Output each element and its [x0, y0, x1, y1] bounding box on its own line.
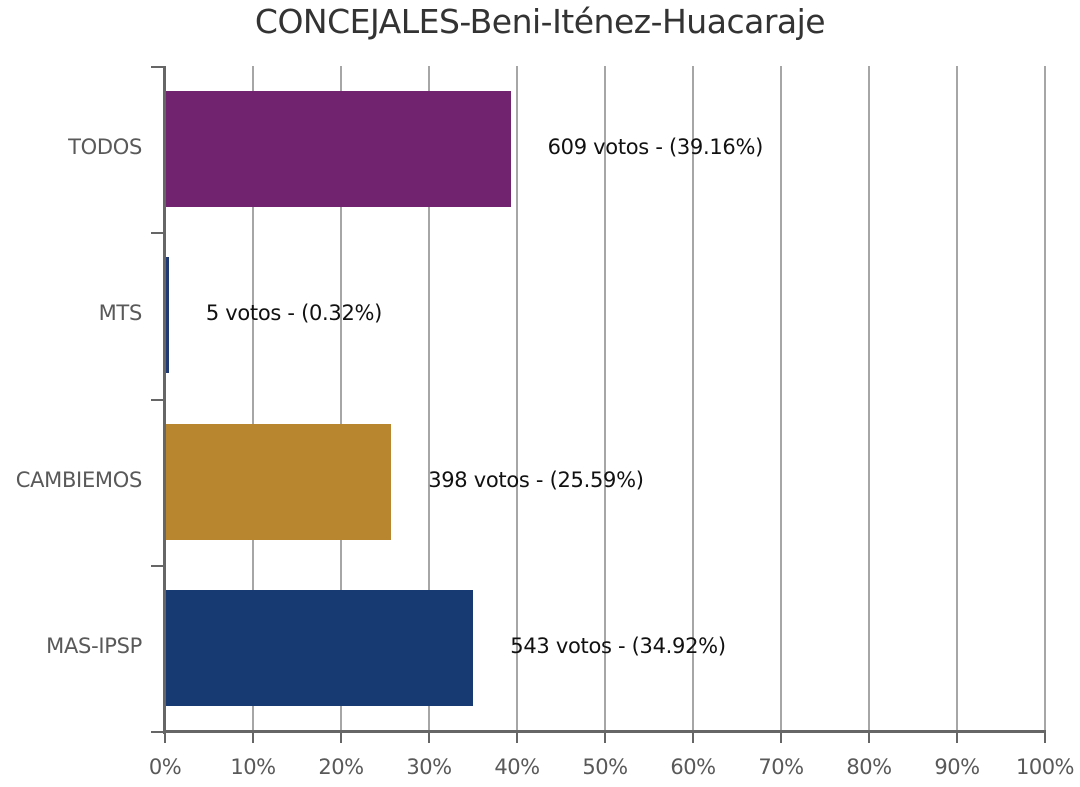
y-category-label: MAS-IPSP: [46, 633, 142, 658]
y-tick: [151, 232, 164, 235]
y-category-label: TODOS: [68, 135, 142, 160]
gridline: [1044, 66, 1046, 731]
x-tick-label: 50%: [582, 755, 628, 779]
bar-cambiemos[interactable]: [166, 423, 392, 540]
x-tick-label: 30%: [406, 755, 452, 779]
bar-todos[interactable]: [166, 91, 511, 208]
x-tick: [692, 733, 694, 743]
x-tick: [956, 733, 958, 743]
chart-title: CONCEJALES-Beni-Iténez-Huacaraje: [254, 2, 826, 41]
y-category-label: CAMBIEMOS: [15, 467, 143, 492]
gridline: [428, 66, 430, 731]
x-tick: [252, 733, 254, 743]
x-tick-label: 40%: [494, 755, 540, 779]
x-tick-label: 20%: [318, 755, 364, 779]
x-tick-label: 100%: [1015, 755, 1075, 779]
gridline: [252, 66, 254, 731]
x-tick-label: 80%: [846, 755, 892, 779]
y-tick: [151, 398, 164, 401]
gridline: [604, 66, 606, 731]
gridline: [956, 66, 958, 731]
x-tick: [516, 733, 518, 743]
y-tick: [151, 564, 164, 567]
gridline: [692, 66, 694, 731]
x-tick-label: 10%: [230, 755, 276, 779]
gridline: [780, 66, 782, 731]
x-tick: [604, 733, 606, 743]
y-tick: [151, 66, 164, 68]
data-label: 5 votos - (0.32%): [205, 301, 383, 326]
x-tick: [868, 733, 870, 743]
gridline: [516, 66, 518, 731]
x-tick: [428, 733, 430, 743]
x-tick: [1044, 733, 1046, 743]
data-label: 609 votos - (39.16%): [547, 135, 764, 160]
x-tick-label: 0%: [148, 755, 182, 779]
x-tick: [340, 733, 342, 743]
x-tick-label: 90%: [934, 755, 980, 779]
x-tick-label: 70%: [758, 755, 804, 779]
gridline: [868, 66, 870, 731]
data-label: 398 votos - (25.59%): [428, 467, 644, 492]
bar-mts[interactable]: [166, 257, 169, 374]
bar-mas-ipsp[interactable]: [166, 589, 474, 706]
y-category-label: MTS: [98, 301, 143, 326]
gridline: [340, 66, 342, 731]
x-tick: [780, 733, 782, 743]
x-axis: [163, 730, 1046, 733]
data-label: 543 votos - (34.92%): [510, 633, 726, 658]
x-tick-label: 60%: [670, 755, 716, 779]
x-tick: [164, 733, 166, 743]
y-tick: [151, 731, 164, 733]
y-axis: [163, 66, 166, 734]
